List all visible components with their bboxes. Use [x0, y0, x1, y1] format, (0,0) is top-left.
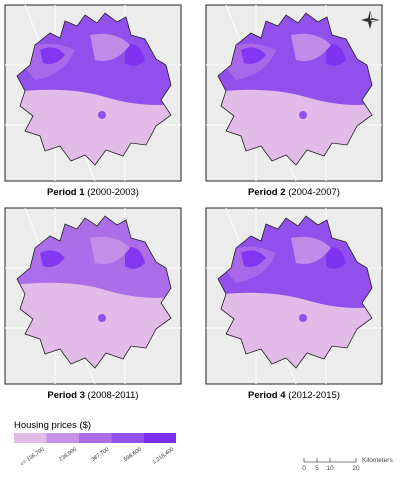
scale-unit: Kilometers	[362, 457, 393, 464]
zone-high	[40, 44, 145, 66]
scale-label: 5	[315, 465, 319, 472]
period-label: Period 4	[248, 390, 286, 401]
scale-bar: Kilometers 0 5 10 20	[302, 457, 393, 472]
scale-label: 0	[302, 465, 306, 472]
legend-swatch	[78, 433, 112, 443]
panel-caption: Period 4 (2012-2015)	[248, 390, 340, 401]
zone-mid2	[291, 33, 331, 61]
legend-swatch	[14, 433, 47, 443]
period-years: (2012-2015)	[288, 390, 340, 401]
zone-mid2	[90, 236, 130, 264]
panel-caption: Period 1 (2000-2003)	[47, 187, 139, 198]
legend-swatch	[111, 433, 144, 443]
scale-label: 20	[352, 465, 360, 472]
map-panel: Period 4 (2012-2015)	[205, 207, 383, 401]
panels: Period 1 (2000-2003) Period 2 (2004-2007)…	[4, 4, 383, 401]
legend-label: <= 136,700	[19, 447, 45, 468]
north-arrow	[361, 10, 380, 29]
zone-spot	[299, 314, 307, 322]
legend-label: 387,700	[91, 447, 111, 463]
zone-high	[40, 247, 145, 269]
legend-swatch	[143, 433, 176, 443]
map-panel: Period 1 (2000-2003)	[4, 4, 182, 198]
period-label: Period 1	[47, 187, 85, 198]
zone-spot	[98, 111, 106, 119]
scale-line	[303, 458, 357, 463]
legend-title: Housing prices ($)	[14, 420, 91, 431]
zone-high	[241, 247, 346, 269]
map-panel: Period 2 (2004-2007)	[205, 4, 383, 198]
zone-mid2	[291, 236, 331, 264]
legend-label: 598,600	[123, 447, 143, 463]
panel-caption: Period 3 (2008-2011)	[47, 390, 138, 401]
zone-spot	[98, 314, 106, 322]
zone-spot	[299, 111, 307, 119]
period-years: (2008-2011)	[88, 390, 139, 401]
period-label: Period 3	[47, 390, 85, 401]
map-panel: Period 3 (2008-2011)	[4, 207, 182, 401]
period-years: (2004-2007)	[288, 187, 340, 198]
zone-high	[241, 44, 346, 66]
legend: Housing prices ($) <= 136,700 236,900 387,…	[14, 420, 176, 468]
period-years: (2000-2003)	[87, 187, 139, 198]
legend-label: 236,900	[58, 447, 78, 463]
panel-caption: Period 2 (2004-2007)	[248, 187, 340, 198]
scale-label: 10	[326, 465, 334, 472]
period-label: Period 2	[248, 187, 286, 198]
zone-mid2	[90, 33, 130, 61]
legend-label: 1,218,400	[152, 447, 175, 466]
legend-swatch	[46, 433, 79, 443]
